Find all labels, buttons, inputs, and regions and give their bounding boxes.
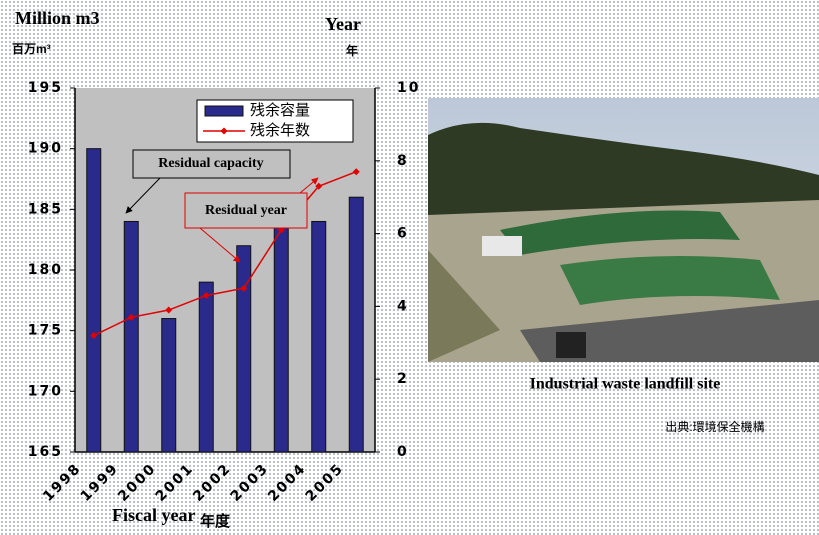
y-tick-label: 195 (28, 80, 63, 96)
photo-caption: Industrial waste landfill site (530, 376, 721, 393)
y2-tick-label: 8 (397, 153, 409, 169)
y-tick-label: 185 (28, 201, 63, 217)
y-tick-label: 175 (28, 323, 63, 339)
bar (123, 220, 139, 453)
y-tick-label: 165 (28, 444, 63, 460)
x-tick-label: 2005 (303, 460, 348, 505)
bar (236, 245, 252, 453)
y-tick-label: 180 (28, 262, 63, 278)
line-point (127, 313, 135, 321)
plot-area (75, 88, 375, 452)
photo (428, 98, 819, 362)
y-tick-label: 170 (28, 383, 63, 399)
x-tick-label: 2001 (153, 460, 198, 505)
y-axis-label: Million m3 (15, 8, 100, 28)
x-tick-label: 2002 (190, 460, 235, 505)
legend-swatch (204, 105, 244, 117)
bar (198, 281, 214, 453)
x-tick-label: 2004 (265, 460, 310, 505)
x-tick-label: 2003 (228, 460, 273, 505)
y-axis-label-ja: 百万m³ (12, 42, 51, 56)
annotation: Residual year (205, 203, 287, 218)
annotation-box (184, 192, 308, 229)
source: 出典:環境保全機構 (665, 419, 764, 434)
x-axis-label-ja: 年度 (200, 512, 231, 530)
line-point (352, 168, 360, 176)
annotation-arrow (125, 177, 161, 214)
y2-tick-label: 2 (397, 371, 409, 387)
line-point (90, 332, 98, 340)
line (93, 171, 357, 337)
x-axis-label: Fiscal year (112, 505, 195, 525)
y2-axis-label-ja: 年 (346, 43, 358, 58)
line-point (165, 306, 173, 314)
y2-axis-label: Year (325, 14, 361, 34)
legend-label: 残余年数 (250, 121, 310, 139)
bar (348, 196, 364, 453)
x-tick-label: 1999 (78, 460, 123, 505)
line-point (202, 291, 210, 299)
y2-tick-label: 0 (397, 444, 409, 460)
y-tick-label: 190 (28, 141, 63, 157)
x-tick-label: 1998 (40, 460, 85, 505)
y2-tick-label: 10 (397, 80, 420, 96)
legend-swatch-point (220, 127, 228, 135)
bar (311, 220, 327, 453)
y2-tick-label: 6 (397, 226, 409, 242)
y2-tick-label: 4 (397, 298, 409, 314)
bar (273, 220, 289, 453)
legend-label: 残余容量 (250, 101, 310, 119)
annotation-arrow (199, 227, 241, 263)
annotation-box (132, 149, 291, 179)
annotation-arrow (299, 177, 319, 194)
bar (86, 148, 102, 453)
bar (161, 318, 177, 453)
x-tick-label: 2000 (115, 460, 160, 505)
annotation: Residual capacity (158, 156, 263, 171)
line-point (240, 284, 248, 292)
